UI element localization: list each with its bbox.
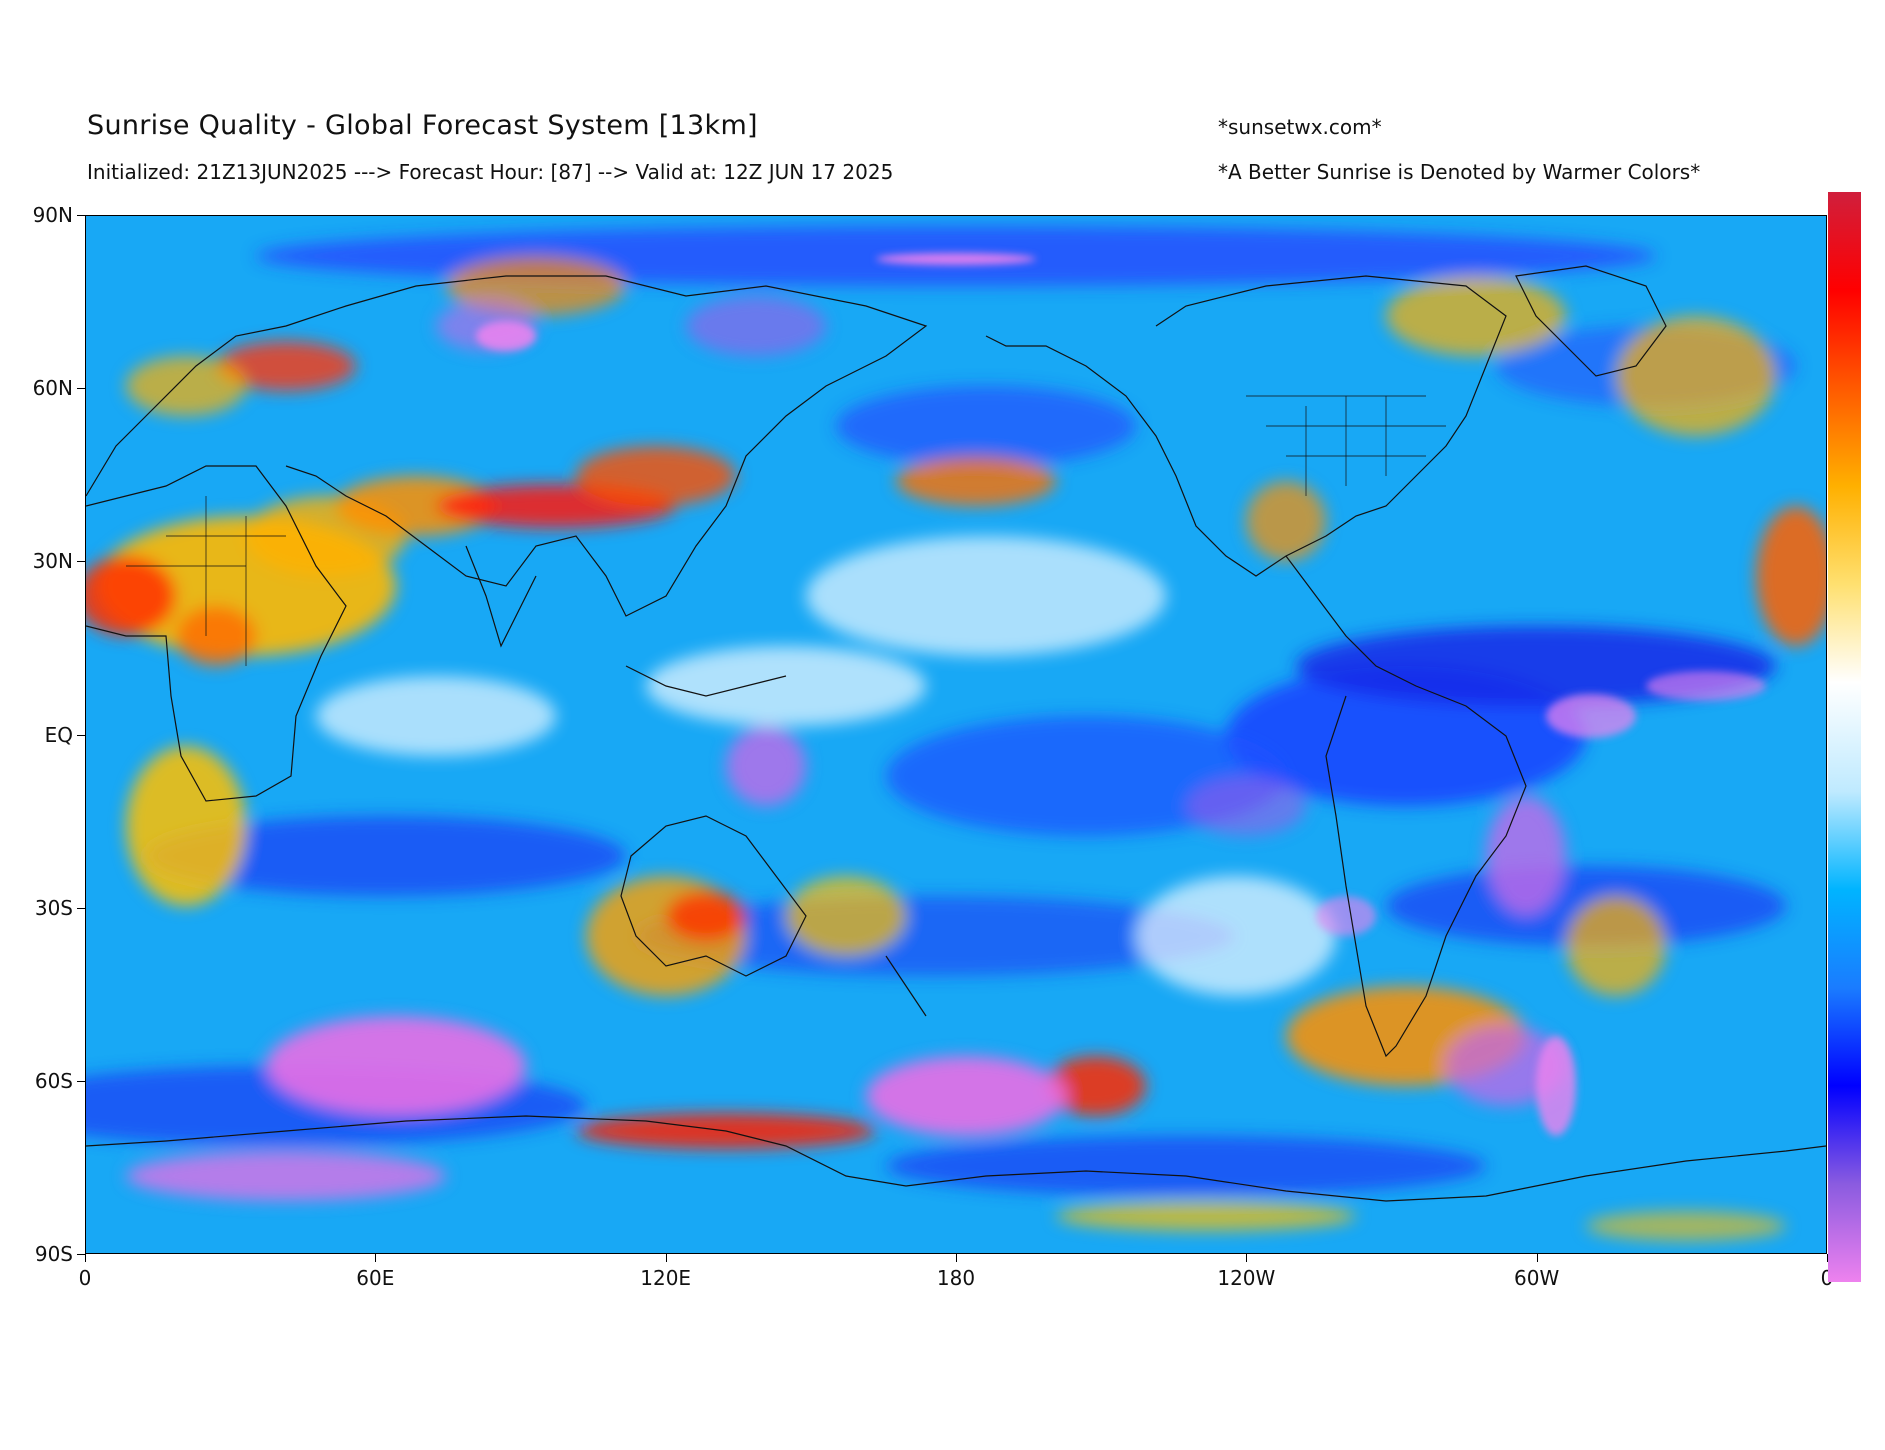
longitude-label: 60E: [356, 1266, 395, 1290]
forecast-map[interactable]: [85, 215, 1827, 1254]
low-quality-strips: [476, 253, 1766, 1136]
latitude-label: 60N: [32, 376, 73, 401]
latitude-tick: [77, 1080, 85, 1082]
longitude-tick: [956, 1254, 957, 1262]
latitude-tick: [77, 215, 85, 216]
longitude-label: 0: [78, 1266, 92, 1290]
longitude-tick: [1827, 1254, 1828, 1262]
longitude-label: 120W: [1217, 1266, 1276, 1290]
longitude-tick: [85, 1254, 86, 1262]
longitude-tick: [1246, 1254, 1248, 1262]
map-title: Sunrise Quality - Global Forecast System…: [87, 110, 758, 141]
latitude-tick: [77, 388, 85, 390]
latitude-tick: [77, 1254, 85, 1255]
latitude-tick: [77, 734, 85, 736]
site-credit: *sunsetwx.com*: [1218, 115, 1382, 139]
longitude-label: 120E: [640, 1266, 692, 1290]
longitude-label: 180: [936, 1266, 976, 1290]
map-canvas: [86, 216, 1826, 1253]
latitude-label: 60S: [34, 1068, 73, 1093]
longitude-tick: [375, 1254, 377, 1262]
latitude-label: 30S: [34, 895, 73, 920]
latitude-label: 90N: [32, 203, 73, 227]
coastlines: [86, 265, 1826, 1202]
legend-note: *A Better Sunrise is Denoted by Warmer C…: [1218, 160, 1701, 184]
map-subtitle: Initialized: 21Z13JUN2025 ---> Forecast …: [87, 160, 894, 184]
latitude-label: 90S: [34, 1242, 73, 1266]
longitude-tick: [665, 1254, 667, 1262]
longitude-label: 60W: [1514, 1266, 1560, 1290]
latitude-tick: [77, 907, 85, 909]
longitude-tick: [1536, 1254, 1538, 1262]
political-borders: [126, 395, 1446, 666]
latitude-tick: [77, 561, 85, 563]
latitude-label: EQ: [44, 722, 73, 747]
colorbar: [1828, 192, 1861, 1282]
latitude-label: 30N: [32, 549, 73, 574]
